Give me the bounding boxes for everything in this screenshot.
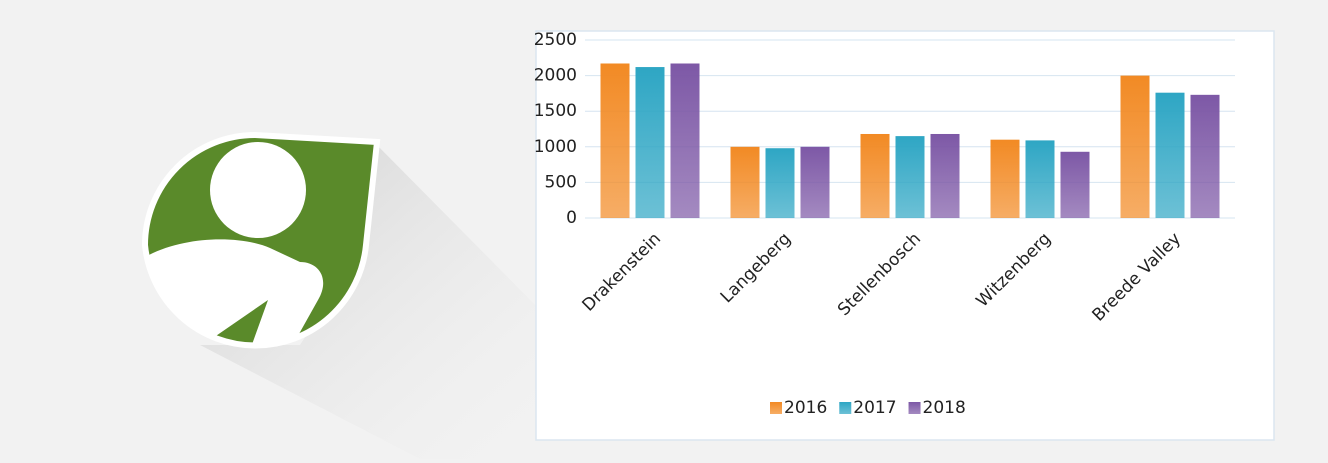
y-tick-label: 2500: [534, 30, 577, 50]
bar: [765, 148, 795, 218]
bar: [730, 146, 760, 218]
bar: [1025, 140, 1055, 218]
bar: [990, 139, 1020, 218]
legend-swatch: [839, 402, 852, 414]
y-tick-label: 1500: [534, 101, 577, 121]
bar: [1120, 75, 1150, 218]
bar: [1155, 92, 1185, 218]
bar: [1190, 94, 1220, 218]
logo: [141, 131, 560, 459]
legend-label: 2016: [784, 398, 827, 418]
bar: [600, 63, 630, 218]
legend-swatch: [770, 402, 782, 414]
legend-label: 2017: [853, 398, 896, 418]
y-tick-label: 500: [545, 172, 577, 192]
bar: [635, 67, 665, 218]
legend-swatch: [908, 402, 921, 414]
bar: [670, 63, 700, 218]
bar: [800, 146, 830, 218]
bar: [1060, 151, 1090, 218]
y-tick-label: 2000: [534, 66, 577, 86]
bar: [860, 133, 890, 218]
y-tick-label: 0: [566, 208, 577, 228]
legend-label: 2018: [923, 398, 966, 418]
bar: [895, 136, 925, 218]
bar: [930, 133, 960, 218]
long-shadow: [200, 143, 560, 459]
y-tick-label: 1000: [534, 137, 577, 157]
